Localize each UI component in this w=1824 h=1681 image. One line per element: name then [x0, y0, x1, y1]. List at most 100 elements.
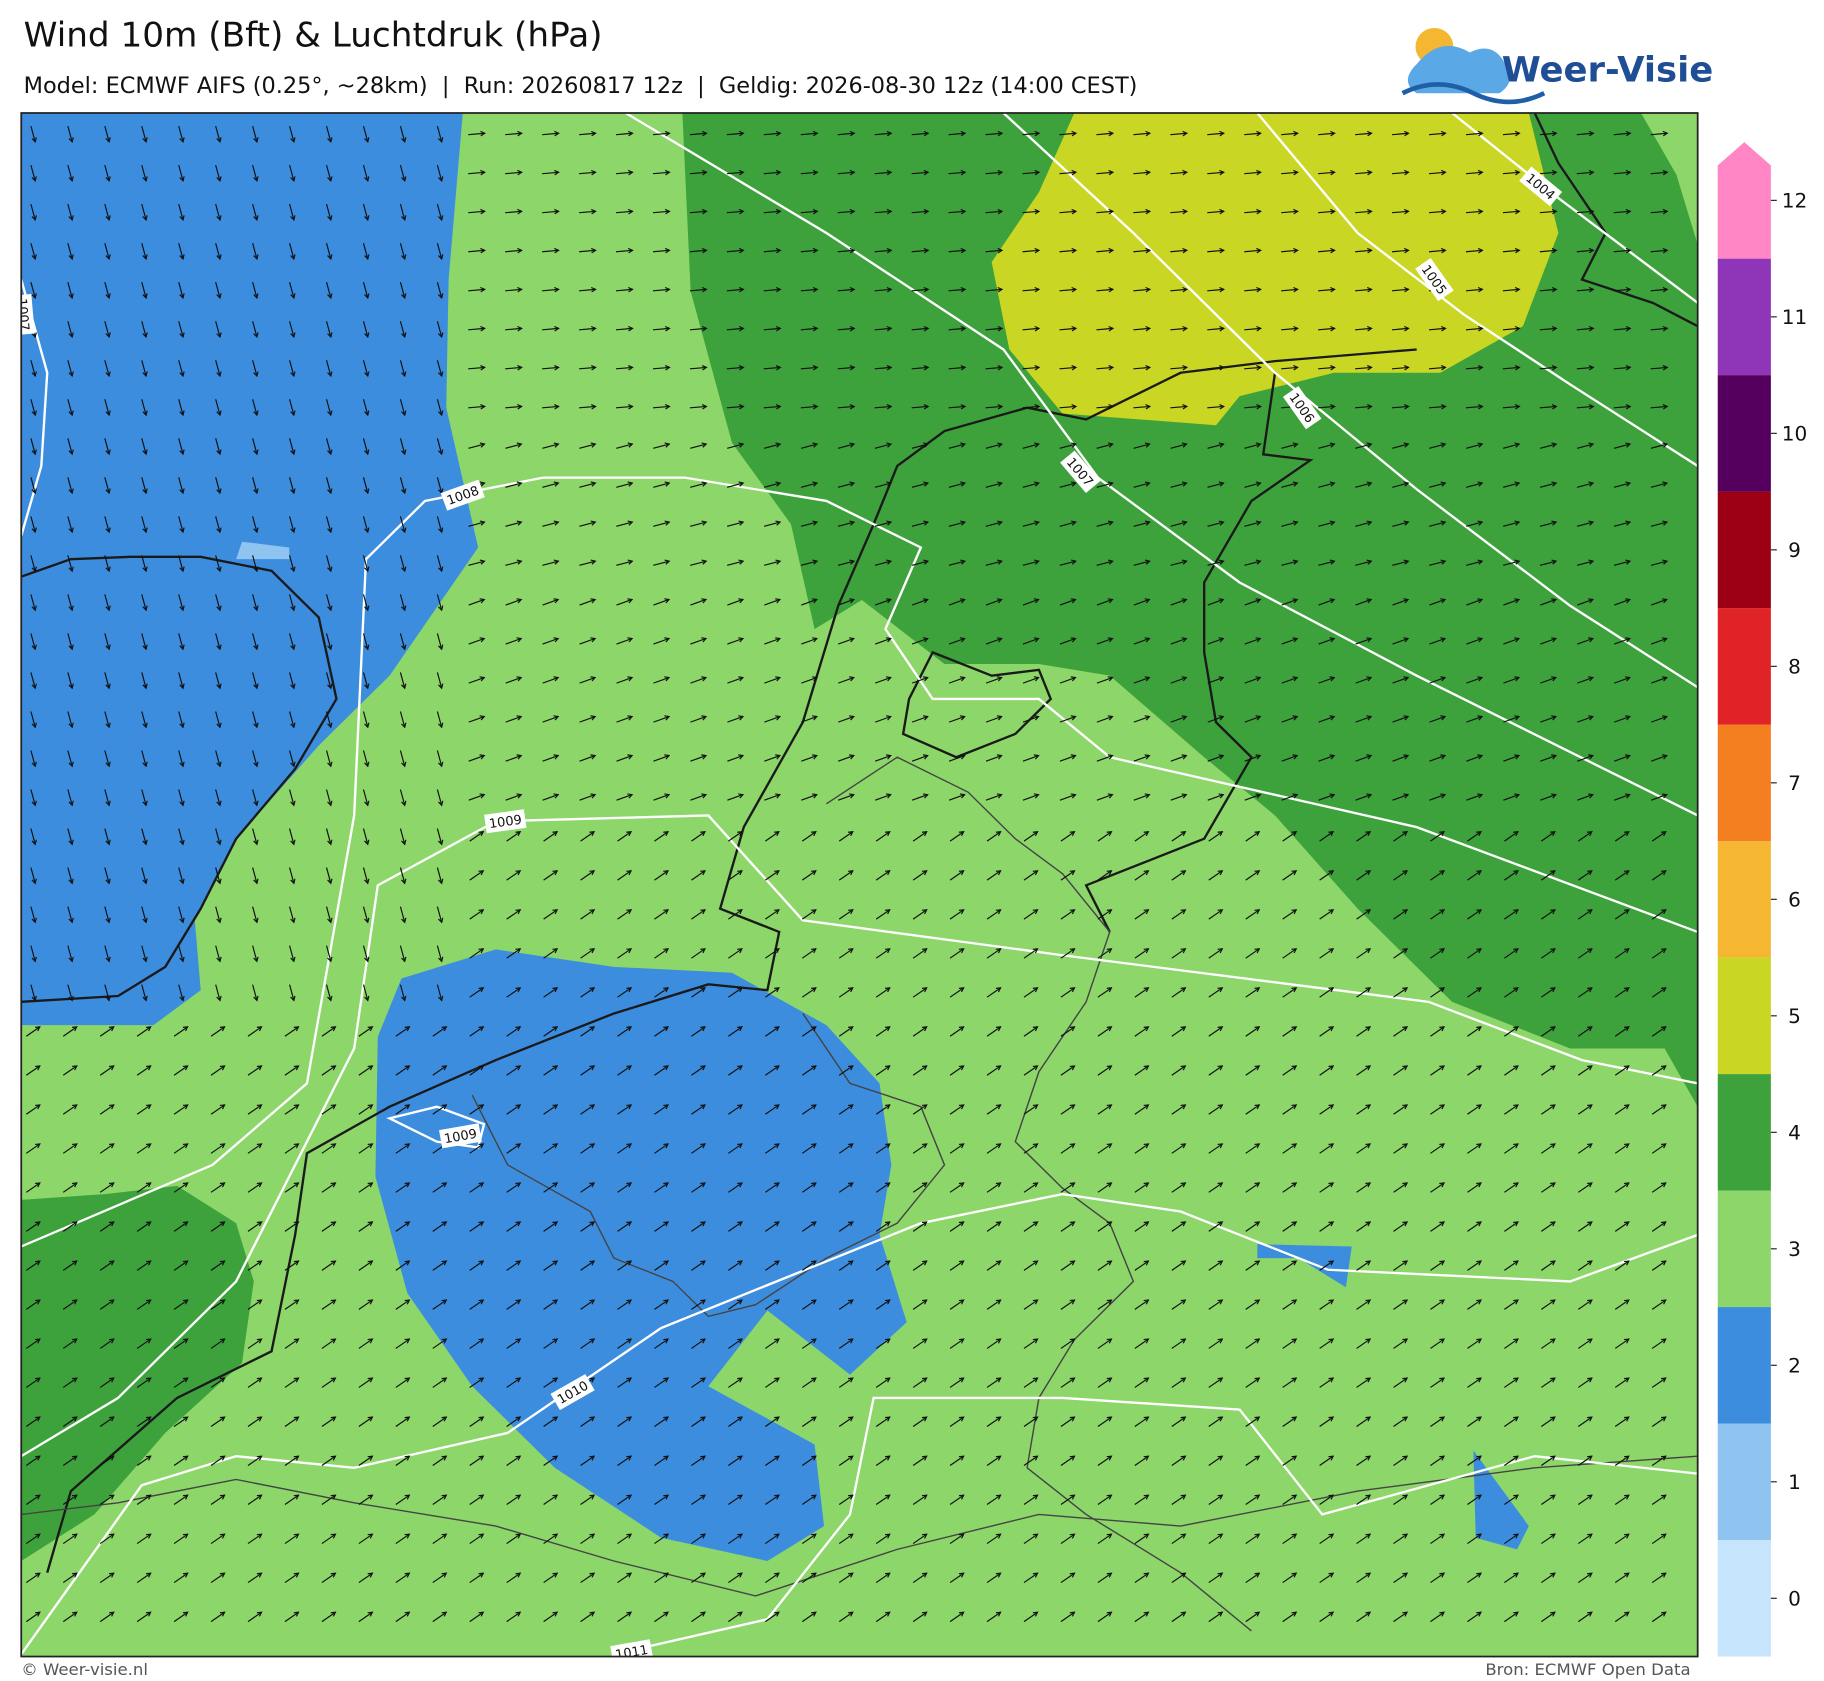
- arrow-shaft: [252, 555, 258, 572]
- arrow-head: [664, 754, 671, 760]
- arrow-shaft: [1244, 676, 1261, 684]
- wind-arrow: [579, 481, 597, 488]
- arrow-head: [1551, 325, 1558, 332]
- arrow-head: [1477, 404, 1484, 410]
- wind-arrow: [67, 516, 74, 534]
- arrow-shaft: [985, 288, 1003, 292]
- wind-arrow: [436, 906, 444, 924]
- arrow-shaft: [505, 405, 522, 409]
- wind-arrow: [763, 365, 782, 371]
- arrow-shaft: [580, 831, 595, 842]
- wind-arrow: [399, 516, 407, 534]
- arrow-shaft: [1502, 405, 1520, 409]
- wind-arrow: [1355, 208, 1373, 215]
- wind-arrow: [1170, 208, 1189, 215]
- arrow-head: [1661, 598, 1668, 604]
- wind-arrow: [178, 125, 185, 144]
- wind-arrow: [874, 404, 893, 410]
- wind-arrow: [1503, 715, 1521, 723]
- wind-arrow: [616, 559, 634, 566]
- wind-arrow: [1429, 520, 1447, 527]
- wind-arrow: [985, 404, 1004, 410]
- wind-arrow: [252, 399, 259, 417]
- arrow-shaft: [1133, 598, 1150, 606]
- wind-arrow: [289, 282, 296, 300]
- arrow-shaft: [1429, 716, 1446, 723]
- wind-arrow: [67, 828, 74, 846]
- wind-arrow: [1059, 598, 1077, 606]
- wind-arrow: [1281, 247, 1299, 254]
- arrow-head: [664, 286, 671, 293]
- wind-arrow: [1023, 831, 1039, 842]
- arrow-head: [216, 371, 222, 378]
- arrow-head: [401, 566, 407, 573]
- wind-arrow: [874, 325, 893, 332]
- arrow-head: [1477, 676, 1484, 682]
- arrow-shaft: [1466, 443, 1483, 449]
- wind-arrow: [67, 243, 74, 261]
- wind-arrow: [67, 399, 74, 417]
- arrow-head: [1588, 520, 1595, 526]
- wind-arrow: [985, 793, 1003, 801]
- arrow-shaft: [178, 282, 184, 299]
- arrow-head: [1181, 598, 1188, 604]
- arrow-head: [1256, 404, 1262, 410]
- arrow-head: [478, 831, 485, 837]
- arrow-shaft: [1170, 521, 1187, 527]
- arrow-shaft: [325, 203, 332, 221]
- arrow-head: [1256, 247, 1262, 254]
- arrow-shaft: [252, 360, 258, 377]
- wind-arrow: [436, 438, 444, 456]
- wind-arrow: [948, 676, 966, 684]
- arrow-head: [105, 254, 111, 261]
- arrow-shaft: [468, 210, 485, 214]
- wind-arrow: [763, 169, 782, 176]
- arrow-head: [554, 130, 560, 137]
- arrow-head: [1514, 793, 1521, 799]
- arrow-head: [1144, 520, 1151, 526]
- wind-arrow: [1650, 130, 1669, 137]
- arrow-shaft: [325, 672, 332, 689]
- arrow-head: [775, 404, 782, 410]
- arrow-shaft: [948, 249, 966, 253]
- wind-arrow: [763, 520, 782, 527]
- arrow-shaft: [1318, 598, 1335, 606]
- wind-arrow: [362, 828, 370, 846]
- arrow-shaft: [399, 203, 406, 221]
- arrow-head: [364, 371, 370, 378]
- arrow-shaft: [985, 210, 1003, 214]
- wind-arrow: [579, 754, 597, 762]
- wind-arrow: [616, 286, 634, 293]
- arrow-shaft: [215, 711, 221, 728]
- wind-arrow: [1503, 481, 1521, 488]
- wind-arrow: [178, 555, 185, 573]
- arrow-shaft: [1502, 327, 1520, 331]
- arrow-head: [1107, 598, 1114, 604]
- wind-arrow: [30, 555, 37, 573]
- arrow-shaft: [325, 438, 332, 455]
- wind-arrow: [1245, 870, 1261, 881]
- arrow-shaft: [911, 132, 929, 136]
- wind-arrow: [1613, 169, 1632, 176]
- wind-arrow: [579, 130, 597, 137]
- arrow-shaft: [579, 132, 596, 136]
- arrow-shaft: [252, 203, 258, 221]
- wind-arrow: [690, 676, 708, 684]
- arrow-head: [105, 332, 111, 339]
- arrow-shaft: [726, 132, 744, 136]
- wind-arrow: [1502, 247, 1521, 254]
- wind-arrow: [30, 125, 37, 144]
- wind-arrow: [469, 870, 485, 881]
- arrow-head: [1218, 598, 1225, 604]
- wind-arrow: [399, 321, 407, 339]
- arrow-shaft: [1133, 794, 1150, 801]
- wind-arrow: [141, 438, 148, 456]
- wind-arrow: [1650, 442, 1669, 449]
- arrow-head: [1440, 130, 1447, 137]
- arrow-shaft: [1281, 327, 1298, 331]
- arrow-shaft: [1133, 676, 1150, 684]
- arrow-head: [364, 254, 370, 261]
- arrow-shaft: [399, 243, 406, 260]
- wind-arrow: [505, 325, 523, 332]
- wind-arrow: [911, 365, 930, 371]
